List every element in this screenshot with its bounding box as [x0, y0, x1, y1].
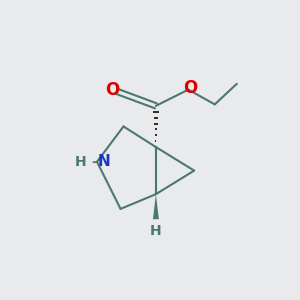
Text: N: N: [98, 154, 111, 169]
Text: H: H: [75, 155, 87, 169]
Text: -: -: [91, 155, 97, 169]
Polygon shape: [153, 194, 159, 219]
Text: H: H: [150, 224, 162, 238]
Text: O: O: [183, 79, 197, 97]
Text: O: O: [106, 81, 120, 99]
